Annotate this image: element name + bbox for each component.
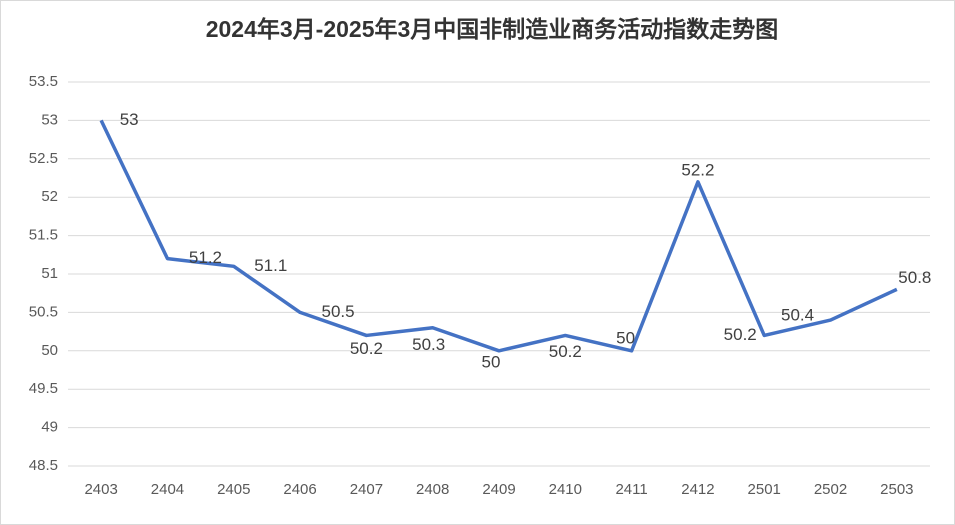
data-label: 50.3 bbox=[412, 335, 445, 354]
data-line bbox=[99, 119, 898, 353]
x-tick-label: 2407 bbox=[350, 481, 383, 498]
x-tick-label: 2408 bbox=[416, 481, 449, 498]
y-tick-label: 50.5 bbox=[29, 303, 58, 320]
x-tick-label: 2409 bbox=[482, 481, 515, 498]
x-tick-label: 2411 bbox=[615, 481, 647, 498]
data-label: 50.2 bbox=[350, 339, 383, 358]
x-tick-label: 2406 bbox=[283, 481, 316, 498]
chart-title: 2024年3月-2025年3月中国非制造业商务活动指数走势图 bbox=[206, 16, 779, 42]
y-tick-label: 53.5 bbox=[29, 73, 58, 90]
x-tick-label: 2405 bbox=[217, 481, 250, 498]
x-tick-label: 2501 bbox=[748, 481, 781, 498]
x-tick-label: 2412 bbox=[681, 481, 714, 498]
data-label: 52.2 bbox=[681, 160, 714, 179]
data-label: 50.2 bbox=[724, 325, 757, 344]
y-tick-label: 51.5 bbox=[29, 227, 58, 244]
data-label: 50 bbox=[616, 328, 635, 347]
y-tick-label: 49 bbox=[41, 419, 58, 436]
x-tick-label: 2404 bbox=[151, 481, 184, 498]
y-tick-label: 53 bbox=[41, 111, 58, 128]
x-tick-label: 2410 bbox=[549, 481, 582, 498]
y-tick-label: 48.5 bbox=[29, 457, 58, 474]
data-label: 50.5 bbox=[322, 302, 355, 321]
y-tick-label: 51 bbox=[41, 265, 58, 282]
y-tick-label: 52.5 bbox=[29, 150, 58, 167]
y-tick-label: 50 bbox=[41, 342, 58, 359]
data-label: 50.2 bbox=[549, 342, 582, 361]
data-label: 50 bbox=[482, 352, 501, 371]
data-label: 53 bbox=[120, 110, 139, 129]
data-label: 50.8 bbox=[898, 268, 931, 287]
y-tick-label: 49.5 bbox=[29, 380, 58, 397]
data-label: 50.4 bbox=[781, 306, 814, 325]
x-tick-label: 2503 bbox=[880, 481, 913, 498]
data-label: 51.2 bbox=[189, 248, 222, 267]
x-tick-label: 2403 bbox=[84, 481, 117, 498]
data-label: 51.1 bbox=[254, 256, 287, 275]
x-tick-label: 2502 bbox=[814, 481, 847, 498]
y-tick-label: 52 bbox=[41, 188, 58, 205]
